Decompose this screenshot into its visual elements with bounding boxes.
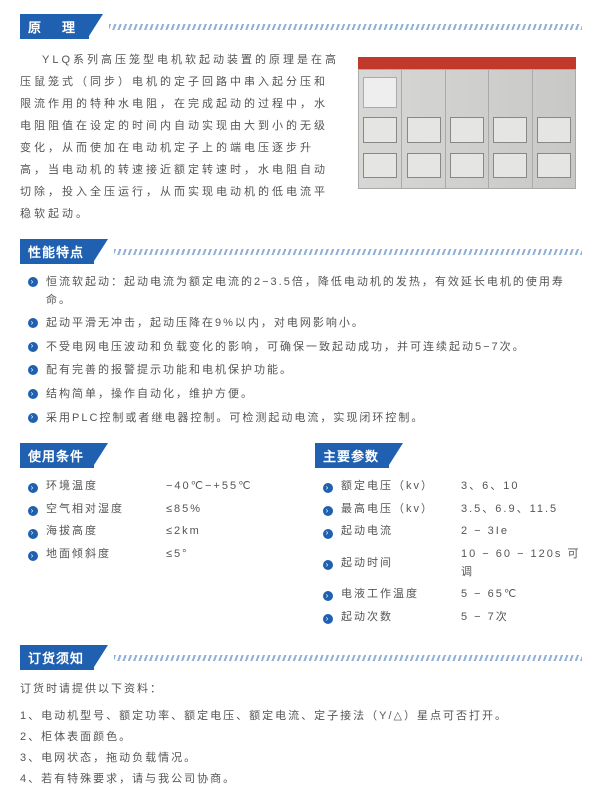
bullet-icon: › bbox=[28, 365, 38, 375]
section-header-order: 订货须知 bbox=[20, 645, 582, 670]
section-header-params: 主要参数 bbox=[315, 443, 582, 468]
cabinet-body bbox=[358, 69, 576, 189]
bullet-icon: › bbox=[28, 483, 38, 493]
feature-text: 恒流软起动：起动电流为额定电流的2−3.5倍，降低电动机的发热，有效延长电机的使… bbox=[46, 274, 582, 309]
principle-text: YLQ系列高压笼型电机软起动装置的原理是在高压鼠笼式（同步）电机的定子回路中串入… bbox=[20, 49, 340, 225]
param-key: 起动次数 bbox=[341, 609, 461, 627]
param-item: › 起动次数5 − 7次 bbox=[323, 609, 582, 627]
cabinet-column bbox=[402, 70, 445, 188]
param-key: 最高电压（kv） bbox=[341, 501, 461, 519]
condition-item: › 空气相对湿度≤85% bbox=[28, 501, 287, 519]
condition-val: ≤5° bbox=[166, 546, 189, 564]
header-stripes bbox=[114, 655, 582, 661]
feature-text: 不受电网电压波动和负载变化的影响，可确保一致起动成功，并可连续起动5−7次。 bbox=[46, 339, 526, 357]
condition-key: 海拔高度 bbox=[46, 523, 166, 541]
feature-item: › 恒流软起动：起动电流为额定电流的2−3.5倍，降低电动机的发热，有效延长电机的… bbox=[28, 274, 582, 309]
order-intro: 订货时请提供以下资料： bbox=[20, 680, 582, 700]
condition-key: 空气相对湿度 bbox=[46, 501, 166, 519]
bullet-icon: › bbox=[28, 551, 38, 561]
order-item: 2、柜体表面颜色。 bbox=[20, 727, 582, 748]
section-header-features: 性能特点 bbox=[20, 239, 582, 264]
param-val: 3、6、10 bbox=[461, 478, 519, 496]
param-val: 2 − 3Ie bbox=[461, 523, 509, 541]
bullet-icon: › bbox=[323, 483, 333, 493]
bullet-icon: › bbox=[28, 506, 38, 516]
condition-val: ≤85% bbox=[166, 501, 202, 519]
bullet-icon: › bbox=[323, 529, 333, 539]
param-val: 5 − 7次 bbox=[461, 609, 509, 627]
bullet-icon: › bbox=[28, 277, 38, 287]
param-item: › 额定电压（kv）3、6、10 bbox=[323, 478, 582, 496]
bullet-icon: › bbox=[323, 591, 333, 601]
cabinet-image bbox=[352, 49, 582, 197]
feature-text: 配有完善的报警提示功能和电机保护功能。 bbox=[46, 362, 293, 380]
condition-val: −40℃−+55℃ bbox=[166, 478, 252, 496]
feature-item: › 起动平滑无冲击，起动压降在9%以内，对电网影响小。 bbox=[28, 315, 582, 333]
condition-item: › 海拔高度≤2km bbox=[28, 523, 287, 541]
feature-item: › 不受电网电压波动和负载变化的影响，可确保一致起动成功，并可连续起动5−7次。 bbox=[28, 339, 582, 357]
header-stripes bbox=[109, 24, 582, 30]
condition-key: 环境温度 bbox=[46, 478, 166, 496]
header-title-order: 订货须知 bbox=[20, 645, 94, 670]
header-title-features: 性能特点 bbox=[20, 239, 94, 264]
bullet-icon: › bbox=[323, 506, 333, 516]
cabinet-column bbox=[359, 70, 402, 188]
section-header-conditions: 使用条件 bbox=[20, 443, 287, 468]
cabinet-column bbox=[489, 70, 532, 188]
param-item: › 最高电压（kv）3.5、6.9、11.5 bbox=[323, 501, 582, 519]
condition-key: 地面倾斜度 bbox=[46, 546, 166, 564]
header-stripes bbox=[114, 249, 582, 255]
feature-item: › 结构简单，操作自动化，维护方便。 bbox=[28, 386, 582, 404]
section-header-principle: 原 理 bbox=[20, 14, 582, 39]
param-val: 10 − 60 − 120s 可调 bbox=[461, 546, 582, 581]
param-val: 3.5、6.9、11.5 bbox=[461, 501, 558, 519]
condition-item: › 环境温度−40℃−+55℃ bbox=[28, 478, 287, 496]
param-key: 起动时间 bbox=[341, 555, 461, 573]
bullet-icon: › bbox=[28, 342, 38, 352]
param-key: 电液工作温度 bbox=[341, 586, 461, 604]
cabinet-column bbox=[533, 70, 575, 188]
order-item: 3、电网状态，拖动负载情况。 bbox=[20, 748, 582, 769]
params-column: 主要参数 › 额定电压（kv）3、6、10 › 最高电压（kv）3.5、6.9、11… bbox=[315, 443, 582, 631]
cabinet-top-bar bbox=[358, 57, 576, 69]
cabinet-column bbox=[446, 70, 489, 188]
feature-text: 采用PLC控制或者继电器控制。可检测起动电流，实现闭环控制。 bbox=[46, 410, 424, 428]
param-item: › 起动时间10 − 60 − 120s 可调 bbox=[323, 546, 582, 581]
header-title-principle: 原 理 bbox=[20, 14, 89, 39]
bullet-icon: › bbox=[28, 389, 38, 399]
principle-row: YLQ系列高压笼型电机软起动装置的原理是在高压鼠笼式（同步）电机的定子回路中串入… bbox=[20, 49, 582, 225]
conditions-column: 使用条件 › 环境温度−40℃−+55℃ › 空气相对湿度≤85% › 海拔高度≤2k… bbox=[20, 443, 287, 631]
condition-val: ≤2km bbox=[166, 523, 201, 541]
param-key: 起动电流 bbox=[341, 523, 461, 541]
order-item: 4、若有特殊要求，请与我公司协商。 bbox=[20, 769, 582, 790]
bullet-icon: › bbox=[323, 614, 333, 624]
header-title-conditions: 使用条件 bbox=[20, 443, 94, 468]
feature-item: › 配有完善的报警提示功能和电机保护功能。 bbox=[28, 362, 582, 380]
feature-text: 结构简单，操作自动化，维护方便。 bbox=[46, 386, 254, 404]
two-column-row: 使用条件 › 环境温度−40℃−+55℃ › 空气相对湿度≤85% › 海拔高度≤2k… bbox=[20, 443, 582, 631]
param-key: 额定电压（kv） bbox=[341, 478, 461, 496]
param-item: › 电液工作温度5 − 65℃ bbox=[323, 586, 582, 604]
order-item: 1、电动机型号、额定功率、额定电压、额定电流、定子接法（Y/△）星点可否打开。 bbox=[20, 706, 582, 727]
bullet-icon: › bbox=[28, 529, 38, 539]
cabinet-panel bbox=[363, 77, 397, 108]
bullet-icon: › bbox=[323, 560, 333, 570]
param-val: 5 − 65℃ bbox=[461, 586, 518, 604]
bullet-icon: › bbox=[28, 318, 38, 328]
features-list: › 恒流软起动：起动电流为额定电流的2−3.5倍，降低电动机的发热，有效延长电机的… bbox=[28, 274, 582, 427]
condition-item: › 地面倾斜度≤5° bbox=[28, 546, 287, 564]
feature-text: 起动平滑无冲击，起动压降在9%以内，对电网影响小。 bbox=[46, 315, 365, 333]
param-item: › 起动电流2 − 3Ie bbox=[323, 523, 582, 541]
bullet-icon: › bbox=[28, 413, 38, 423]
feature-item: › 采用PLC控制或者继电器控制。可检测起动电流，实现闭环控制。 bbox=[28, 410, 582, 428]
header-title-params: 主要参数 bbox=[315, 443, 389, 468]
